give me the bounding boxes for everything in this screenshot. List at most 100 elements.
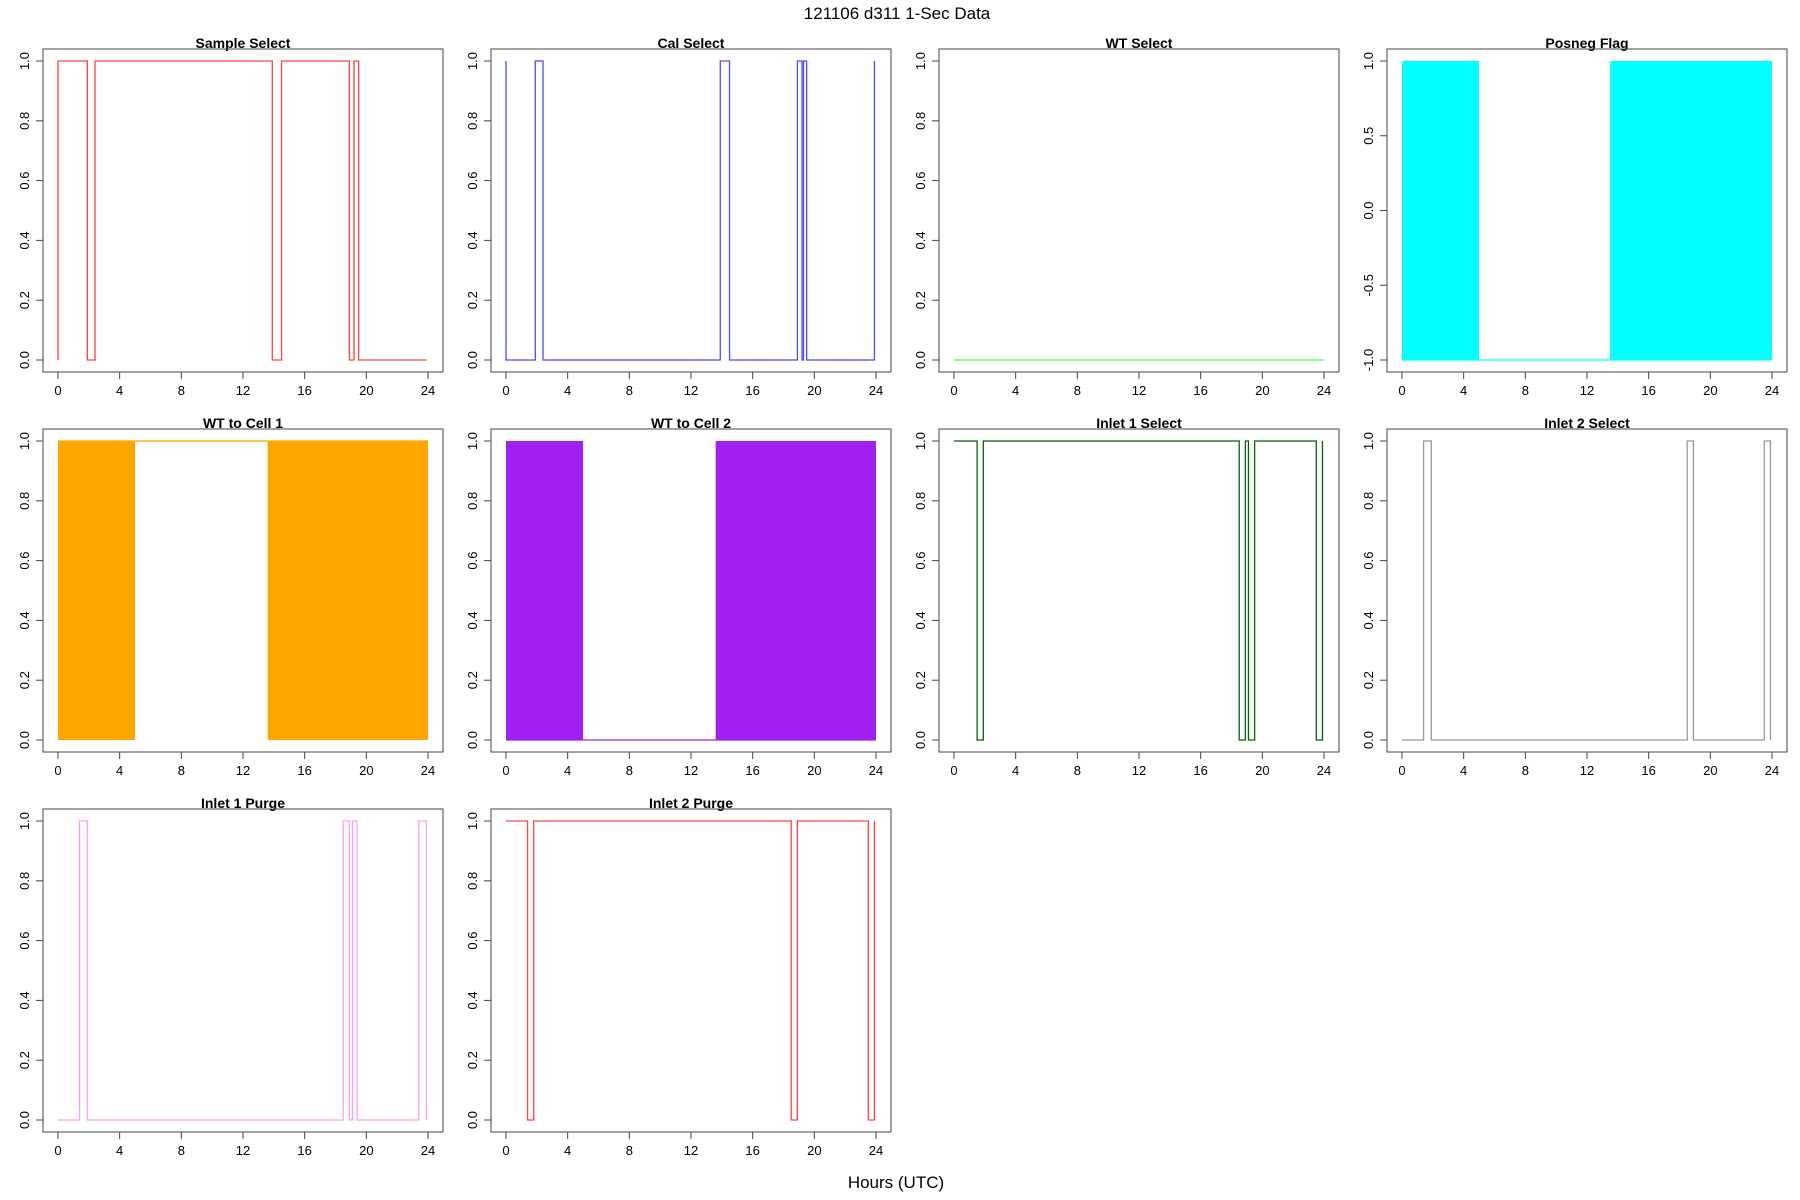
y-tick-label: 0.6 bbox=[465, 552, 480, 570]
x-tick-label: 8 bbox=[1522, 383, 1529, 398]
y-tick-label: 0.0 bbox=[1361, 731, 1376, 749]
x-tick-label: 24 bbox=[1317, 383, 1331, 398]
x-tick-label: 20 bbox=[1703, 383, 1717, 398]
y-tick-label: 0.2 bbox=[465, 291, 480, 309]
filled-segment bbox=[1402, 61, 1480, 360]
x-tick-label: 24 bbox=[421, 763, 435, 778]
y-tick-label: 0.4 bbox=[465, 991, 480, 1009]
x-tick-label: 4 bbox=[116, 1143, 123, 1158]
y-tick-label: 0.4 bbox=[17, 991, 32, 1009]
y-tick-label: 0.8 bbox=[465, 872, 480, 890]
y-tick-label: 0.8 bbox=[17, 492, 32, 510]
y-tick-label: 0.2 bbox=[465, 1051, 480, 1069]
y-tick-label: 0.4 bbox=[1361, 611, 1376, 629]
filled-segment bbox=[715, 441, 876, 740]
y-tick-label: 0.2 bbox=[913, 291, 928, 309]
x-tick-label: 4 bbox=[1460, 383, 1467, 398]
y-tick-label: 0.6 bbox=[17, 172, 32, 190]
y-tick-label: 1.0 bbox=[465, 52, 480, 70]
y-tick-label: 0.0 bbox=[913, 731, 928, 749]
panel-7: Inlet 2 Select 0 4 8 12 16 20 24 0.0 0.2 0.4 0.6 0.8… bbox=[1361, 415, 1788, 778]
y-tick-label: 0.0 bbox=[465, 731, 480, 749]
panel-title: Inlet 1 Select bbox=[1096, 415, 1182, 431]
y-tick-label: 1.0 bbox=[1361, 432, 1376, 450]
y-tick-label: 0.0 bbox=[465, 351, 480, 369]
x-tick-label: 20 bbox=[807, 1143, 821, 1158]
y-tick-label: 0.2 bbox=[17, 291, 32, 309]
x-tick-label: 12 bbox=[684, 383, 698, 398]
x-tick-label: 16 bbox=[297, 383, 311, 398]
y-tick-label: 0.0 bbox=[17, 731, 32, 749]
x-tick-label: 0 bbox=[1398, 763, 1405, 778]
x-tick-label: 0 bbox=[1398, 383, 1405, 398]
panels: Sample Select 0 4 8 12 16 20 24 0.0 0.2 0.4 0.6 0.8 1… bbox=[17, 35, 1788, 1158]
y-tick-label: 0.6 bbox=[913, 172, 928, 190]
panel-2: WT Select 0 4 8 12 16 20 24 0.0 0.2 0.4 0.6 0.8 1.0 bbox=[913, 35, 1340, 398]
x-tick-label: 16 bbox=[297, 1143, 311, 1158]
x-tick-label: 12 bbox=[684, 763, 698, 778]
panel-title: Sample Select bbox=[196, 35, 291, 51]
figure-title: 121106 d311 1-Sec Data bbox=[804, 4, 991, 23]
x-tick-label: 20 bbox=[807, 763, 821, 778]
y-tick-label: 0.4 bbox=[17, 611, 32, 629]
x-tick-label: 20 bbox=[359, 763, 373, 778]
x-tick-label: 0 bbox=[54, 1143, 61, 1158]
filled-segment bbox=[1610, 61, 1772, 360]
panel-8: Inlet 1 Purge 0 4 8 12 16 20 24 0.0 0.2 0.4 0.6 0.8 1… bbox=[17, 795, 444, 1158]
y-tick-label: 0.0 bbox=[465, 1111, 480, 1129]
y-tick-label: 0.6 bbox=[17, 552, 32, 570]
x-tick-label: 8 bbox=[178, 1143, 185, 1158]
y-tick-label: -1.0 bbox=[1361, 349, 1376, 371]
x-tick-label: 4 bbox=[116, 763, 123, 778]
x-tick-label: 4 bbox=[564, 383, 571, 398]
x-tick-label: 8 bbox=[178, 763, 185, 778]
x-tick-label: 8 bbox=[1522, 763, 1529, 778]
x-tick-label: 24 bbox=[1317, 763, 1331, 778]
x-tick-label: 0 bbox=[502, 763, 509, 778]
x-tick-label: 20 bbox=[1703, 763, 1717, 778]
x-tick-label: 4 bbox=[1012, 763, 1019, 778]
y-tick-label: 1.0 bbox=[465, 432, 480, 450]
panel-title: WT to Cell 2 bbox=[651, 415, 731, 431]
x-tick-label: 12 bbox=[1580, 763, 1594, 778]
y-tick-label: 0.4 bbox=[913, 231, 928, 249]
filled-segment bbox=[506, 441, 584, 740]
x-tick-label: 4 bbox=[564, 1143, 571, 1158]
y-tick-label: 0.6 bbox=[913, 552, 928, 570]
filled-segment bbox=[267, 441, 428, 740]
x-tick-label: 16 bbox=[1641, 763, 1655, 778]
y-tick-label: 1.0 bbox=[17, 52, 32, 70]
y-tick-label: 1.0 bbox=[913, 432, 928, 450]
x-tick-label: 24 bbox=[869, 1143, 883, 1158]
x-tick-label: 16 bbox=[745, 383, 759, 398]
panel-title: Inlet 2 Select bbox=[1544, 415, 1630, 431]
x-tick-label: 24 bbox=[421, 1143, 435, 1158]
y-tick-label: 0.8 bbox=[17, 872, 32, 890]
y-tick-label: 0.6 bbox=[465, 172, 480, 190]
x-tick-label: 16 bbox=[1193, 383, 1207, 398]
x-tick-label: 8 bbox=[1074, 383, 1081, 398]
panel-title: Inlet 2 Purge bbox=[649, 795, 733, 811]
y-tick-label: 1.0 bbox=[1361, 52, 1376, 70]
x-tick-label: 16 bbox=[745, 1143, 759, 1158]
panel-title: Cal Select bbox=[658, 35, 725, 51]
series-line bbox=[505, 60, 876, 361]
y-tick-label: 0.2 bbox=[465, 671, 480, 689]
panel-6: Inlet 1 Select 0 4 8 12 16 20 24 0.0 0.2 0.4 0.6 0.8… bbox=[913, 415, 1340, 778]
x-tick-label: 16 bbox=[297, 763, 311, 778]
x-tick-label: 24 bbox=[421, 383, 435, 398]
y-tick-label: 0.0 bbox=[17, 351, 32, 369]
y-tick-label: 0.8 bbox=[465, 492, 480, 510]
x-tick-label: 16 bbox=[1641, 383, 1655, 398]
panel-1: Cal Select 0 4 8 12 16 20 24 0.0 0.2 0.4 0.6 0.8 1.0 bbox=[465, 35, 892, 398]
x-tick-label: 8 bbox=[626, 1143, 633, 1158]
x-tick-label: 20 bbox=[807, 383, 821, 398]
x-tick-label: 4 bbox=[1012, 383, 1019, 398]
y-tick-label: 1.0 bbox=[17, 432, 32, 450]
series-line bbox=[57, 60, 427, 361]
x-tick-label: 12 bbox=[1580, 383, 1594, 398]
filled-segment bbox=[58, 441, 136, 740]
y-tick-label: 1.0 bbox=[913, 52, 928, 70]
y-tick-label: 1.0 bbox=[17, 812, 32, 830]
y-tick-label: 0.4 bbox=[465, 611, 480, 629]
